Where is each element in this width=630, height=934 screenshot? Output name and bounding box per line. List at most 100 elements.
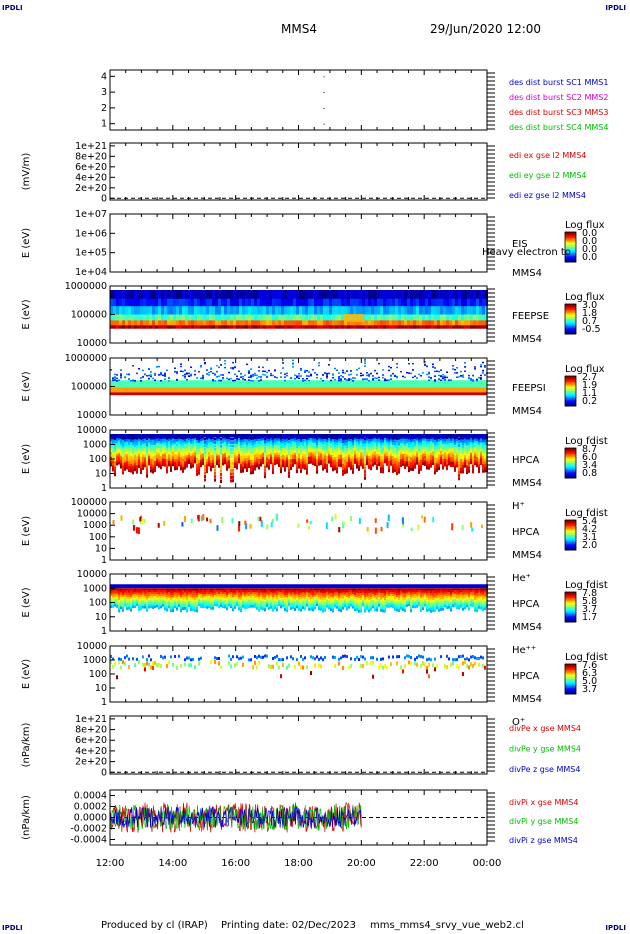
spectrogram-cell bbox=[308, 314, 311, 321]
spectrogram-cell bbox=[410, 441, 412, 445]
colorbar-step bbox=[565, 455, 576, 458]
spectrogram-cell bbox=[292, 366, 294, 368]
spectrogram-cell bbox=[118, 442, 120, 446]
spectrogram-cell bbox=[112, 449, 114, 453]
spectrogram-cell bbox=[271, 518, 274, 523]
spectrogram-cell bbox=[185, 320, 188, 326]
spectrogram-cell bbox=[341, 314, 344, 321]
spectrogram-cell bbox=[200, 364, 202, 367]
spectrogram-cell bbox=[350, 459, 352, 463]
spectrogram-cell bbox=[434, 456, 436, 461]
spectrogram-cell bbox=[446, 320, 449, 326]
spectrogram-cell bbox=[380, 314, 383, 321]
spectrogram-cell bbox=[312, 461, 314, 466]
spectrogram-cell bbox=[113, 290, 116, 300]
spectrogram-cell bbox=[212, 441, 214, 445]
spectrogram-cell bbox=[470, 454, 472, 458]
spectrogram-cell bbox=[392, 447, 394, 451]
spectrogram-cell bbox=[146, 599, 148, 603]
spectrogram-cell bbox=[438, 441, 440, 445]
spectrogram-cell bbox=[234, 460, 236, 464]
spectrogram-cell bbox=[302, 451, 304, 455]
spectrogram-cell bbox=[234, 436, 236, 440]
spectrogram-cell bbox=[418, 453, 420, 457]
spectrogram-cell bbox=[390, 451, 392, 455]
spectrogram-cell bbox=[258, 453, 260, 458]
spectrogram-cell bbox=[132, 603, 134, 607]
spectrogram-cell bbox=[340, 436, 342, 440]
spectrogram-cell bbox=[338, 379, 340, 382]
spectrogram-cell bbox=[162, 597, 164, 600]
spectrogram-cell bbox=[335, 325, 338, 329]
spectrogram-cell bbox=[388, 365, 390, 368]
spectrogram-cell bbox=[282, 443, 284, 447]
spectrogram-cell bbox=[164, 314, 167, 321]
spectrogram-cell bbox=[380, 458, 382, 462]
spectrogram-cell bbox=[122, 599, 124, 603]
spectrogram-cell bbox=[356, 453, 358, 457]
spectrogram-cell bbox=[390, 458, 392, 462]
colorbar-step bbox=[565, 457, 576, 459]
spectrogram-cell bbox=[326, 374, 328, 376]
spectrogram-cell bbox=[414, 453, 416, 457]
spectrogram-cell bbox=[266, 445, 268, 449]
colorbar-step bbox=[565, 467, 576, 470]
spectrogram-cell bbox=[312, 446, 314, 450]
spectrogram-cell bbox=[154, 442, 156, 446]
spectrogram-cell bbox=[342, 457, 344, 461]
spectrogram-cell bbox=[398, 434, 400, 438]
spectrogram-cell bbox=[350, 320, 353, 326]
spectrogram-cell bbox=[254, 454, 256, 458]
spectrogram-cell bbox=[401, 306, 404, 315]
spectrogram-cell bbox=[220, 437, 222, 441]
spectrogram-cell bbox=[354, 450, 356, 454]
spectrogram-cell bbox=[377, 306, 380, 315]
spectrogram-cell bbox=[220, 455, 222, 459]
data-point bbox=[323, 107, 325, 109]
spectrogram-cell bbox=[248, 464, 250, 468]
spectrogram-cell bbox=[418, 373, 420, 376]
spectrogram-cell bbox=[473, 314, 476, 321]
spectrogram-cell bbox=[438, 434, 440, 438]
spectrogram-cell bbox=[383, 325, 386, 329]
spectrogram-cell bbox=[228, 436, 230, 440]
spectrogram-cell bbox=[412, 362, 414, 365]
spectrogram-cell bbox=[430, 438, 432, 442]
spectrogram-cell bbox=[482, 447, 484, 451]
spectrogram-cell bbox=[310, 438, 312, 442]
spectrogram-cell bbox=[216, 446, 218, 451]
spectrogram-cell bbox=[264, 465, 266, 469]
spectrogram-cell bbox=[338, 459, 340, 463]
colorbar-step bbox=[565, 520, 576, 522]
spectrogram-cell bbox=[134, 468, 136, 472]
spectrogram-cell bbox=[140, 320, 143, 326]
spectrogram-cell bbox=[462, 459, 464, 463]
spectrogram-cell bbox=[158, 320, 161, 326]
spectrogram-cell bbox=[392, 434, 394, 438]
spectrogram-cell bbox=[184, 434, 186, 438]
spectrogram-cell bbox=[221, 325, 224, 329]
spectrogram-cell bbox=[168, 605, 170, 609]
spectrogram-cell bbox=[422, 451, 424, 455]
spectrogram-cell bbox=[110, 454, 112, 458]
spectrogram-cell bbox=[266, 438, 268, 442]
spectrogram-cell bbox=[440, 454, 442, 459]
spectrogram-cell bbox=[434, 462, 436, 466]
spectrogram-cell bbox=[480, 449, 482, 453]
spectrogram-cell bbox=[266, 434, 268, 438]
spectrogram-cell bbox=[410, 436, 412, 440]
spectrogram-cell bbox=[322, 379, 324, 382]
spectrogram-cell bbox=[136, 465, 138, 469]
spectrogram-cell bbox=[162, 454, 164, 458]
spectrogram-cell bbox=[214, 374, 216, 376]
spectrogram-cell bbox=[350, 290, 353, 300]
spectrogram-cell bbox=[236, 458, 238, 462]
spectrogram-cell bbox=[424, 451, 426, 455]
spectrogram-cell bbox=[374, 442, 376, 446]
spectrogram-cell bbox=[280, 436, 282, 440]
spectrogram-cell bbox=[395, 320, 398, 326]
spectrogram-cell bbox=[232, 475, 234, 479]
spectrogram-cell bbox=[172, 456, 174, 460]
panel-frame bbox=[109, 213, 488, 273]
spectrogram-cell bbox=[404, 456, 406, 460]
